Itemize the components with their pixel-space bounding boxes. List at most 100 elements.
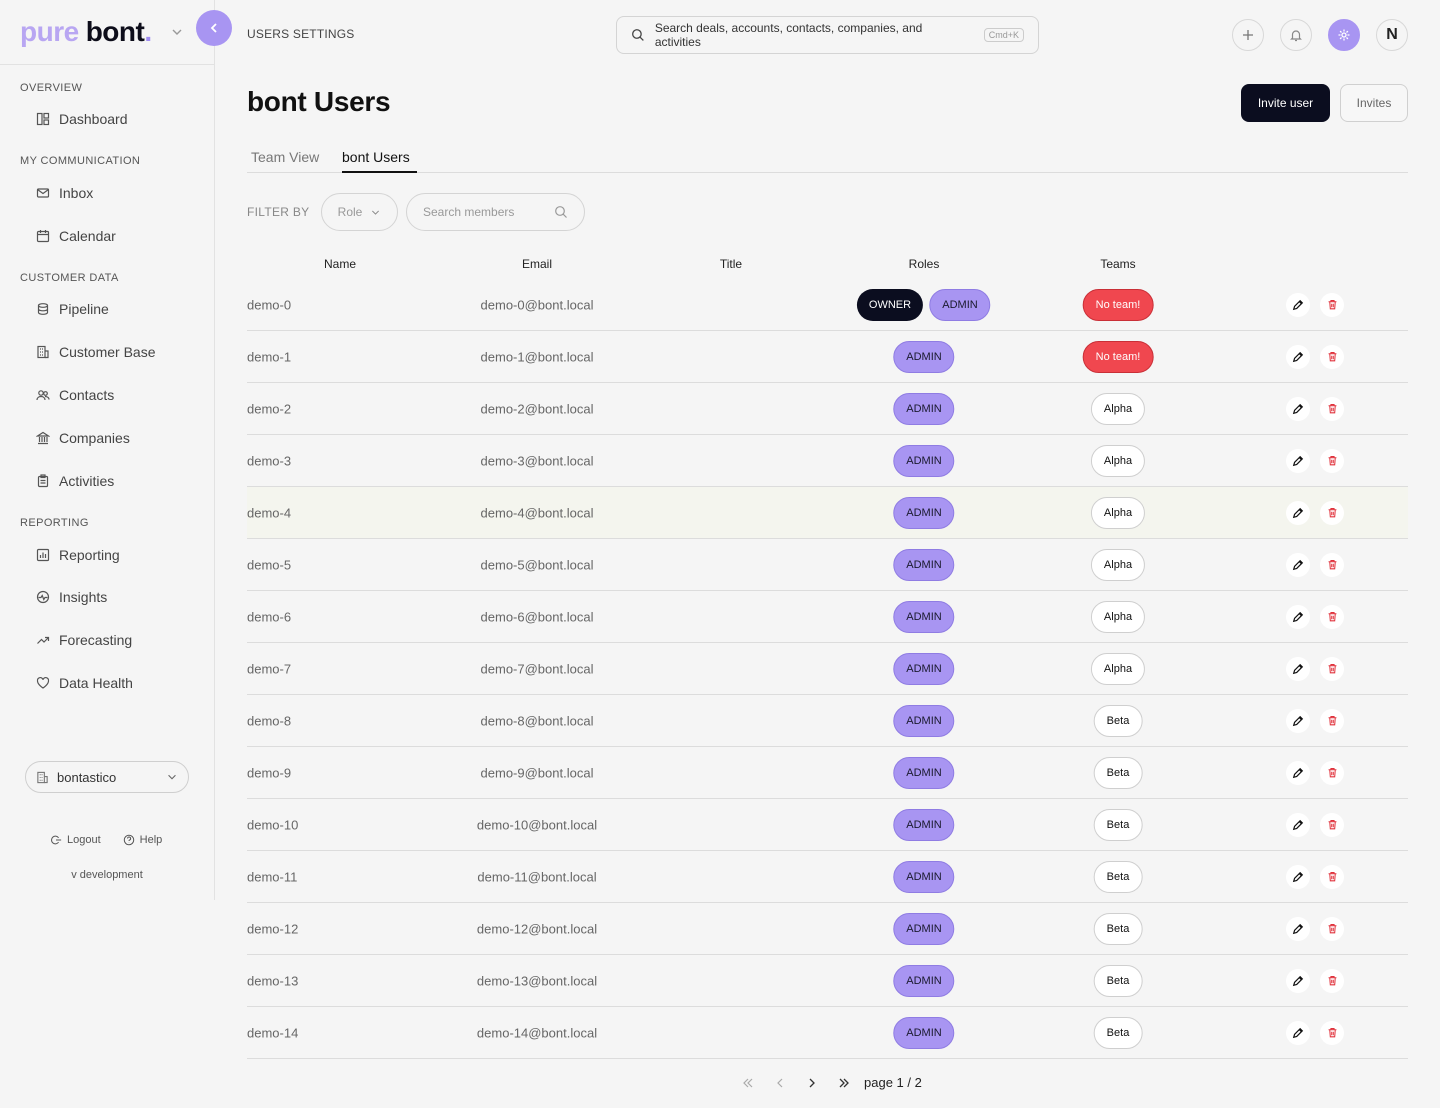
edit-user-button[interactable] xyxy=(1286,812,1310,837)
logout-link[interactable]: Logout xyxy=(50,834,101,846)
edit-user-button[interactable] xyxy=(1286,292,1310,317)
sidebar-item-customer-base[interactable]: Customer Base xyxy=(36,341,155,363)
delete-user-button[interactable] xyxy=(1320,604,1344,629)
sidebar-item-contacts[interactable]: Contacts xyxy=(36,384,114,406)
page-title: bont Users xyxy=(247,86,391,117)
trash-icon xyxy=(1328,976,1336,986)
delete-user-button[interactable] xyxy=(1320,864,1344,889)
sidebar-item-forecasting[interactable]: Forecasting xyxy=(36,629,132,651)
role-filter-placeholder: Role xyxy=(337,205,363,219)
team-badge: Alpha xyxy=(1090,392,1146,425)
heart-icon xyxy=(36,676,50,689)
delete-user-button[interactable] xyxy=(1320,292,1344,317)
delete-user-button[interactable] xyxy=(1320,396,1344,421)
table-row[interactable]: demo-4 demo-4@bont.local ADMIN Alpha xyxy=(247,487,1408,539)
delete-user-button[interactable] xyxy=(1320,552,1344,577)
sidebar-item-label: Pipeline xyxy=(59,301,109,317)
column-header-email: Email xyxy=(521,257,553,271)
edit-user-button[interactable] xyxy=(1286,656,1310,681)
chevron-down-icon[interactable] xyxy=(170,25,184,39)
sidebar-item-insights[interactable]: Insights xyxy=(36,586,107,608)
user-avatar[interactable]: N xyxy=(1376,19,1408,51)
table-row[interactable]: demo-9 demo-9@bont.local ADMIN Beta xyxy=(247,747,1408,799)
edit-user-button[interactable] xyxy=(1286,916,1310,941)
sidebar-item-data-health[interactable]: Data Health xyxy=(36,672,133,694)
table-row[interactable]: demo-13 demo-13@bont.local ADMIN Beta xyxy=(247,955,1408,1007)
user-email: demo-5@bont.local xyxy=(480,557,594,572)
role-filter-select[interactable]: Role xyxy=(321,193,398,231)
user-email: demo-3@bont.local xyxy=(480,453,594,468)
table-row[interactable]: demo-0 demo-0@bont.local OWNER ADMIN No team… xyxy=(247,279,1408,331)
first-page-icon[interactable] xyxy=(741,1076,755,1090)
edit-user-button[interactable] xyxy=(1286,552,1310,577)
search-icon xyxy=(555,206,567,218)
table-row[interactable]: demo-8 demo-8@bont.local ADMIN Beta xyxy=(247,695,1408,747)
delete-user-button[interactable] xyxy=(1320,708,1344,733)
sidebar-item-calendar[interactable]: Calendar xyxy=(36,225,116,247)
sidebar-item-activities[interactable]: Activities xyxy=(36,470,114,492)
user-email: demo-7@bont.local xyxy=(480,661,594,676)
delete-user-button[interactable] xyxy=(1320,1020,1344,1045)
table-row[interactable]: demo-12 demo-12@bont.local ADMIN Beta xyxy=(247,903,1408,955)
edit-user-button[interactable] xyxy=(1286,500,1310,525)
table-row[interactable]: demo-2 demo-2@bont.local ADMIN Alpha xyxy=(247,383,1408,435)
table-row[interactable]: demo-6 demo-6@bont.local ADMIN Alpha xyxy=(247,591,1408,643)
edit-user-button[interactable] xyxy=(1286,708,1310,733)
delete-user-button[interactable] xyxy=(1320,344,1344,369)
previous-page-icon[interactable] xyxy=(773,1076,787,1090)
delete-user-button[interactable] xyxy=(1320,760,1344,785)
sidebar-item-dashboard[interactable]: Dashboard xyxy=(36,108,128,130)
role-badge-admin: ADMIN xyxy=(893,496,955,529)
sidebar-item-pipeline[interactable]: Pipeline xyxy=(36,298,109,320)
delete-user-button[interactable] xyxy=(1320,448,1344,473)
table-row[interactable]: demo-11 demo-11@bont.local ADMIN Beta xyxy=(247,851,1408,903)
column-header-roles: Roles xyxy=(908,257,940,271)
table-row[interactable]: demo-5 demo-5@bont.local ADMIN Alpha xyxy=(247,539,1408,591)
table-row[interactable]: demo-14 demo-14@bont.local ADMIN Beta xyxy=(247,1007,1408,1059)
last-page-icon[interactable] xyxy=(837,1076,851,1090)
notifications-button[interactable] xyxy=(1280,19,1312,51)
collapse-sidebar-button[interactable] xyxy=(196,10,232,46)
member-search-input[interactable]: Search members xyxy=(406,193,585,231)
activity-icon xyxy=(36,590,50,604)
next-page-icon[interactable] xyxy=(805,1076,819,1090)
edit-user-button[interactable] xyxy=(1286,968,1310,993)
edit-user-button[interactable] xyxy=(1286,344,1310,369)
edit-user-button[interactable] xyxy=(1286,760,1310,785)
invite-user-button[interactable]: Invite user xyxy=(1241,84,1330,122)
table-row[interactable]: demo-1 demo-1@bont.local ADMIN No team! xyxy=(247,331,1408,383)
user-email: demo-10@bont.local xyxy=(476,817,598,832)
workspace-select[interactable]: bontastico xyxy=(25,761,189,793)
delete-user-button[interactable] xyxy=(1320,968,1344,993)
pencil-icon xyxy=(1292,715,1304,726)
edit-user-button[interactable] xyxy=(1286,864,1310,889)
edit-user-button[interactable] xyxy=(1286,396,1310,421)
help-link[interactable]: Help xyxy=(123,834,162,846)
add-button[interactable] xyxy=(1232,19,1264,51)
sidebar-item-reporting[interactable]: Reporting xyxy=(36,544,120,566)
invites-button[interactable]: Invites xyxy=(1340,84,1408,122)
table-row[interactable]: demo-10 demo-10@bont.local ADMIN Beta xyxy=(247,799,1408,851)
role-badge-admin: ADMIN xyxy=(893,1016,955,1049)
edit-user-button[interactable] xyxy=(1286,604,1310,629)
breadcrumb: USERS SETTINGS xyxy=(247,27,355,41)
brand-logo[interactable]: pure bont. xyxy=(20,14,152,50)
edit-user-button[interactable] xyxy=(1286,1020,1310,1045)
help-icon xyxy=(123,834,134,846)
sidebar-item-inbox[interactable]: Inbox xyxy=(36,182,93,204)
table-row[interactable]: demo-7 demo-7@bont.local ADMIN Alpha xyxy=(247,643,1408,695)
delete-user-button[interactable] xyxy=(1320,500,1344,525)
trash-icon xyxy=(1328,612,1336,622)
delete-user-button[interactable] xyxy=(1320,916,1344,941)
tab-team-view[interactable]: Team View xyxy=(251,149,320,165)
sidebar-item-companies[interactable]: Companies xyxy=(36,427,130,449)
delete-user-button[interactable] xyxy=(1320,812,1344,837)
trend-icon xyxy=(37,636,50,644)
table-row[interactable]: demo-3 demo-3@bont.local ADMIN Alpha xyxy=(247,435,1408,487)
sidebar-item-label: Dashboard xyxy=(59,111,128,127)
edit-user-button[interactable] xyxy=(1286,448,1310,473)
settings-button[interactable] xyxy=(1328,19,1360,51)
tab-bont-users[interactable]: bont Users xyxy=(342,149,410,165)
global-search[interactable]: Search deals, accounts, contacts, compan… xyxy=(616,16,1039,54)
delete-user-button[interactable] xyxy=(1320,656,1344,681)
